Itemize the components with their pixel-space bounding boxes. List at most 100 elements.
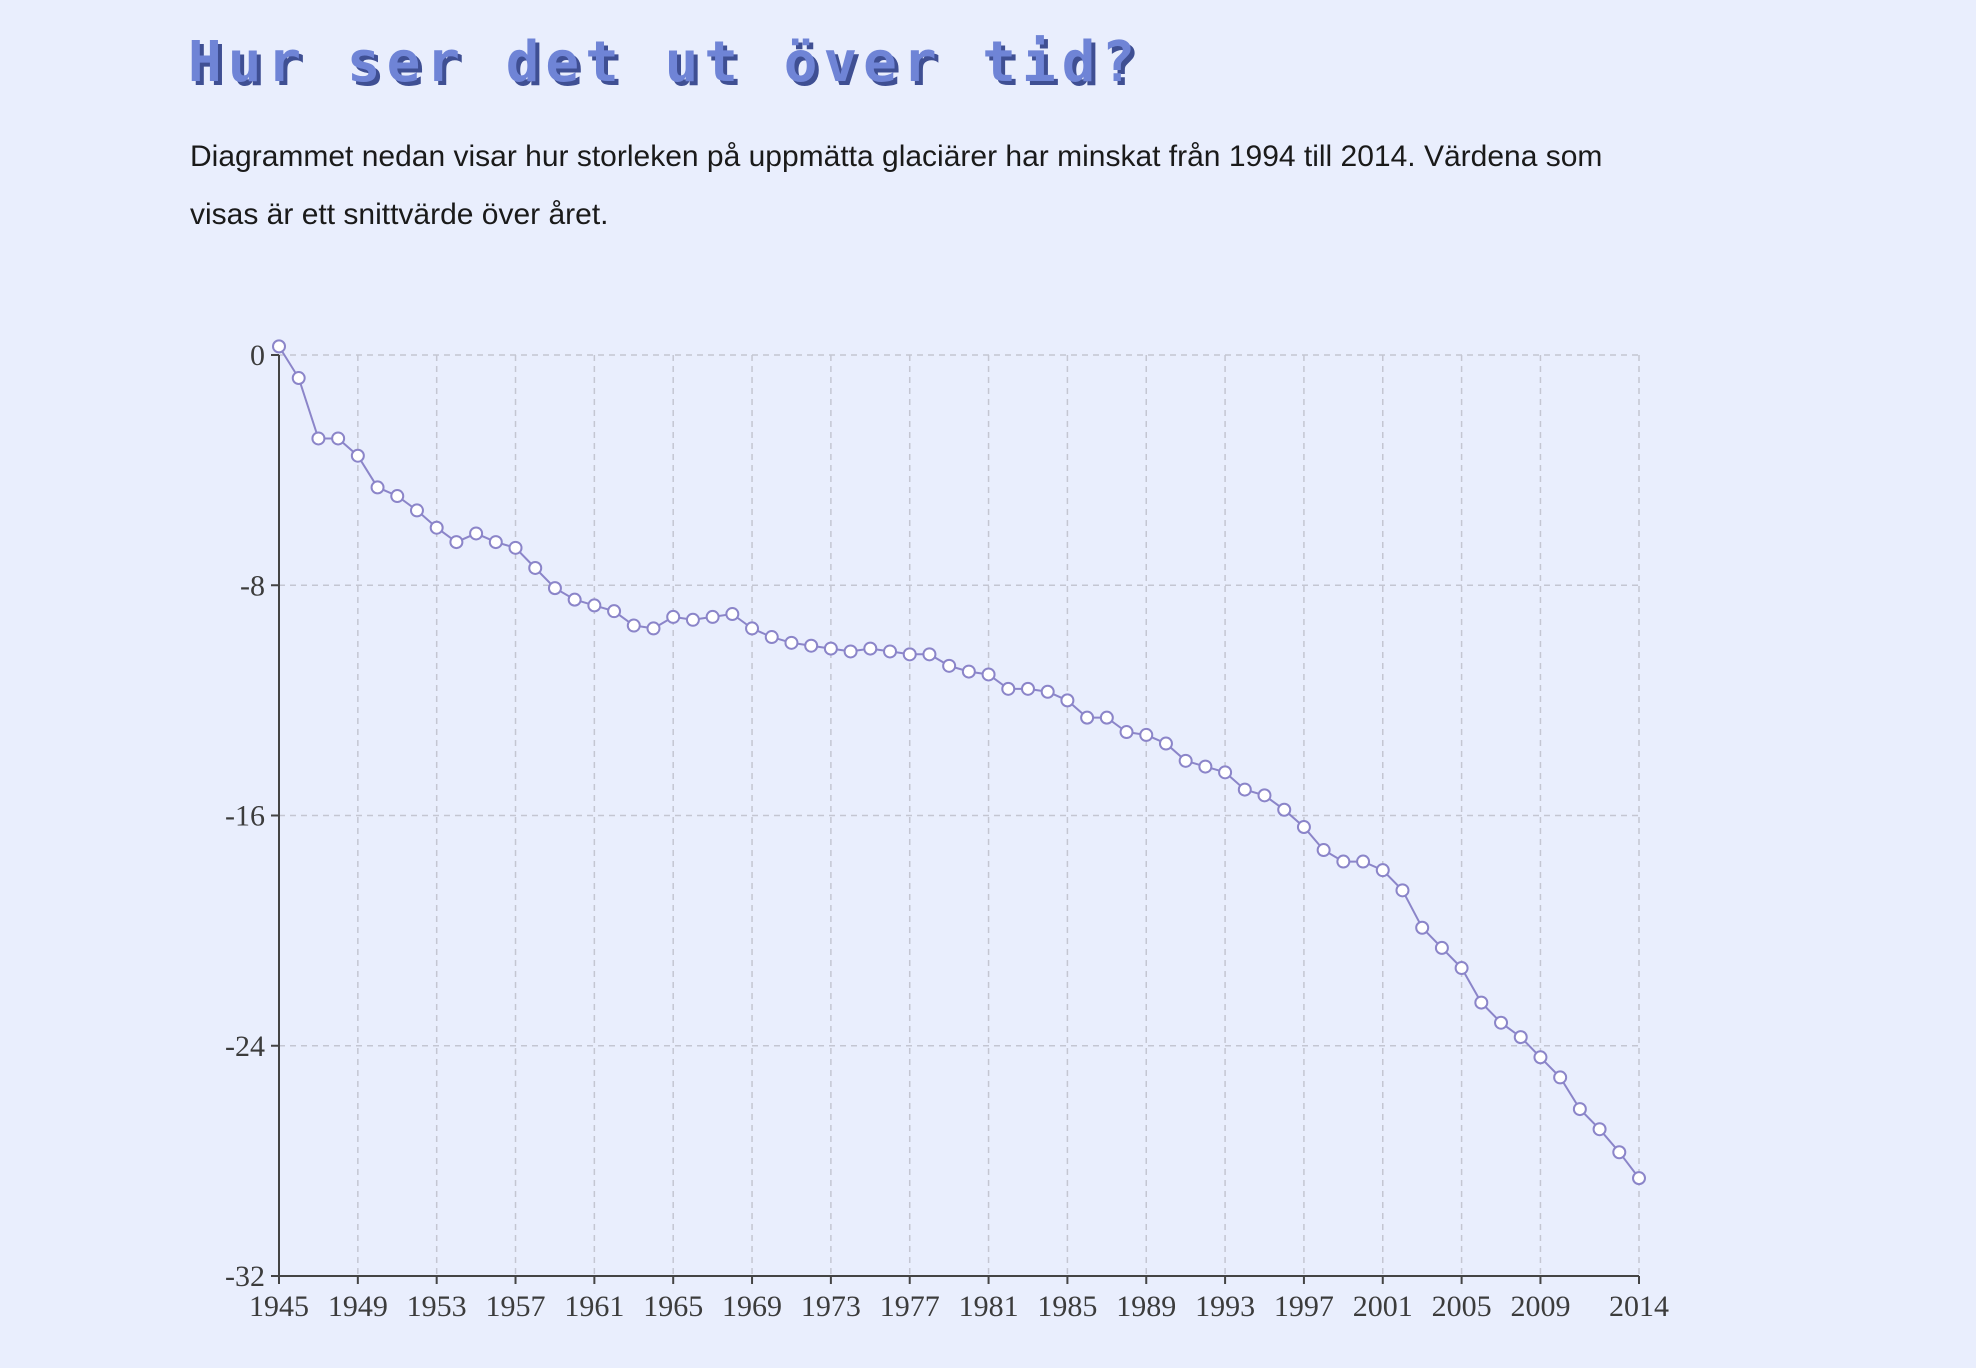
data-point[interactable] [1612, 1145, 1627, 1160]
data-point[interactable] [1375, 863, 1390, 878]
y-tick-label: -24 [225, 1030, 265, 1063]
data-point[interactable] [863, 641, 878, 656]
data-point[interactable] [1454, 961, 1469, 976]
data-point[interactable] [1277, 802, 1292, 817]
y-tick-label: -32 [225, 1260, 265, 1293]
x-tick-label: 2005 [1432, 1290, 1492, 1323]
x-tick-label: 1969 [722, 1290, 782, 1323]
data-point[interactable] [942, 658, 957, 673]
x-tick-label: 2009 [1510, 1290, 1570, 1323]
data-point[interactable] [685, 612, 700, 627]
data-point[interactable] [1356, 854, 1371, 869]
data-point[interactable] [1572, 1102, 1587, 1117]
series [272, 339, 1646, 1186]
x-tick-label: 2014 [1609, 1290, 1669, 1323]
x-tick-label: 1973 [801, 1290, 861, 1323]
data-point[interactable] [666, 609, 681, 624]
data-point[interactable] [1296, 820, 1311, 835]
data-point[interactable] [745, 621, 760, 636]
data-point[interactable] [626, 618, 641, 633]
x-tick-label: 1961 [564, 1290, 624, 1323]
data-point[interactable] [272, 339, 286, 354]
data-point[interactable] [1178, 753, 1193, 768]
x-tick-label: 1949 [328, 1290, 388, 1323]
data-point[interactable] [488, 535, 503, 550]
axes [271, 354, 1640, 1284]
x-tick-label: 1981 [959, 1290, 1019, 1323]
data-point[interactable] [311, 431, 326, 446]
x-tick-label: 1993 [1195, 1290, 1255, 1323]
data-point[interactable] [1257, 788, 1272, 803]
intro-paragraph: Diagrammet nedan visar hur storleken på … [190, 140, 1603, 231]
data-point[interactable] [705, 609, 720, 624]
data-point[interactable] [1080, 710, 1095, 725]
x-tick-label: 1965 [643, 1290, 703, 1323]
data-point[interactable] [1198, 759, 1213, 774]
data-point[interactable] [607, 604, 622, 619]
data-point[interactable] [843, 644, 858, 659]
page-heading: Hur ser det ut över tid? [188, 30, 1142, 95]
data-point[interactable] [1020, 681, 1035, 696]
data-point[interactable] [1415, 920, 1430, 935]
x-tick-label: 2001 [1353, 1290, 1413, 1323]
data-point[interactable] [1533, 1050, 1548, 1065]
data-point[interactable] [902, 647, 917, 662]
data-point[interactable] [646, 621, 661, 636]
x-tick-label: 1985 [1037, 1290, 1097, 1323]
data-point[interactable] [350, 448, 365, 463]
data-point[interactable] [1474, 995, 1489, 1010]
data-point[interactable] [508, 540, 523, 555]
data-point[interactable] [567, 592, 582, 607]
data-point[interactable] [725, 607, 740, 622]
data-point[interactable] [469, 526, 484, 541]
data-point[interactable] [1553, 1070, 1568, 1085]
data-point[interactable] [1237, 782, 1252, 797]
data-point[interactable] [764, 630, 779, 645]
data-point[interactable] [1336, 854, 1351, 869]
data-point[interactable] [1434, 940, 1449, 955]
data-point[interactable] [1139, 727, 1154, 742]
data-point[interactable] [547, 581, 562, 596]
data-point[interactable] [883, 644, 898, 659]
data-point[interactable] [1119, 725, 1134, 740]
data-point[interactable] [587, 598, 602, 613]
data-point[interactable] [331, 431, 346, 446]
data-point[interactable] [370, 480, 385, 495]
x-tick-label: 1953 [407, 1290, 467, 1323]
data-point[interactable] [1218, 765, 1233, 780]
data-point[interactable] [823, 641, 838, 656]
data-point[interactable] [409, 503, 424, 518]
data-point[interactable] [1632, 1171, 1646, 1186]
data-point[interactable] [922, 647, 937, 662]
data-point[interactable] [1494, 1015, 1509, 1030]
data-point[interactable] [528, 560, 543, 575]
x-tick-label: 1997 [1274, 1290, 1334, 1323]
data-point[interactable] [961, 664, 976, 679]
series-line [278, 345, 1640, 1179]
data-point[interactable] [291, 371, 306, 386]
x-tick-label: 1945 [249, 1290, 309, 1323]
data-point[interactable] [1001, 681, 1016, 696]
data-point[interactable] [1395, 883, 1410, 898]
data-point[interactable] [1158, 736, 1173, 751]
x-tick-label: 1989 [1116, 1290, 1176, 1323]
x-tick-label: 1977 [880, 1290, 940, 1323]
y-tick-label: -8 [240, 569, 265, 602]
data-point[interactable] [981, 667, 996, 682]
data-point[interactable] [449, 535, 464, 550]
data-point[interactable] [1060, 693, 1075, 708]
data-point[interactable] [429, 520, 444, 535]
data-point[interactable] [1513, 1030, 1528, 1045]
y-tick-label: -16 [225, 800, 265, 833]
data-point[interactable] [804, 638, 819, 653]
data-point[interactable] [1316, 843, 1331, 858]
data-point[interactable] [1099, 710, 1114, 725]
data-point[interactable] [1040, 684, 1055, 699]
data-point[interactable] [390, 489, 405, 504]
y-tick-label: 0 [250, 339, 265, 372]
grid-lines [279, 354, 1640, 1276]
data-point[interactable] [784, 635, 799, 650]
data-point[interactable] [1592, 1122, 1607, 1137]
